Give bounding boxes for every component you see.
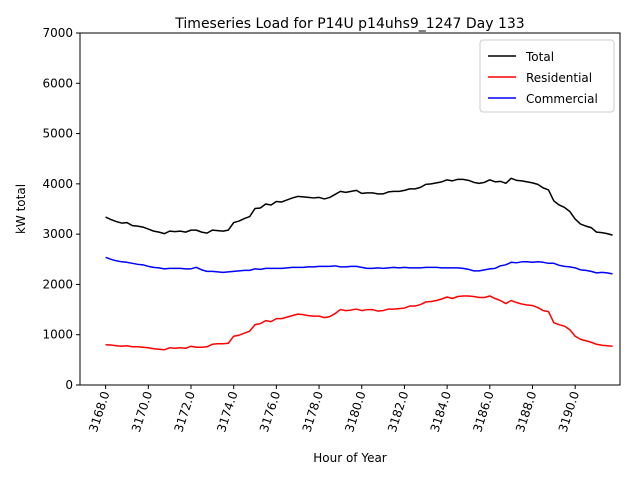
y-tick-label: 3000 [42,227,73,241]
series-layer [105,177,613,351]
y-tick-label: 5000 [42,127,73,141]
legend-label-commercial: Commercial [526,92,598,106]
series-line-residential [105,295,613,351]
plot-frame [79,32,621,386]
legend: Total Residential Commercial [479,39,615,113]
y-axis: 0 1000 2000 3000 4000 5000 6000 7000 [42,26,80,392]
y-tick-label: 0 [65,378,73,392]
y-tick-label: 2000 [42,277,73,291]
legend-label-total: Total [525,50,554,64]
y-tick-label: 4000 [42,177,73,191]
legend-box [479,39,615,113]
chart-title: Timeseries Load for P14U p14uhs9_1247 Da… [174,16,524,32]
y-tick-label: 1000 [42,328,73,342]
y-tick-label: 6000 [42,76,73,90]
series-line-commercial [105,256,613,275]
x-axis-label: Hour of Year [313,451,387,465]
y-tick-label: 7000 [42,26,73,40]
series-line-total [105,177,613,236]
legend-label-residential: Residential [526,71,592,85]
y-axis-label: kW total [14,184,28,234]
